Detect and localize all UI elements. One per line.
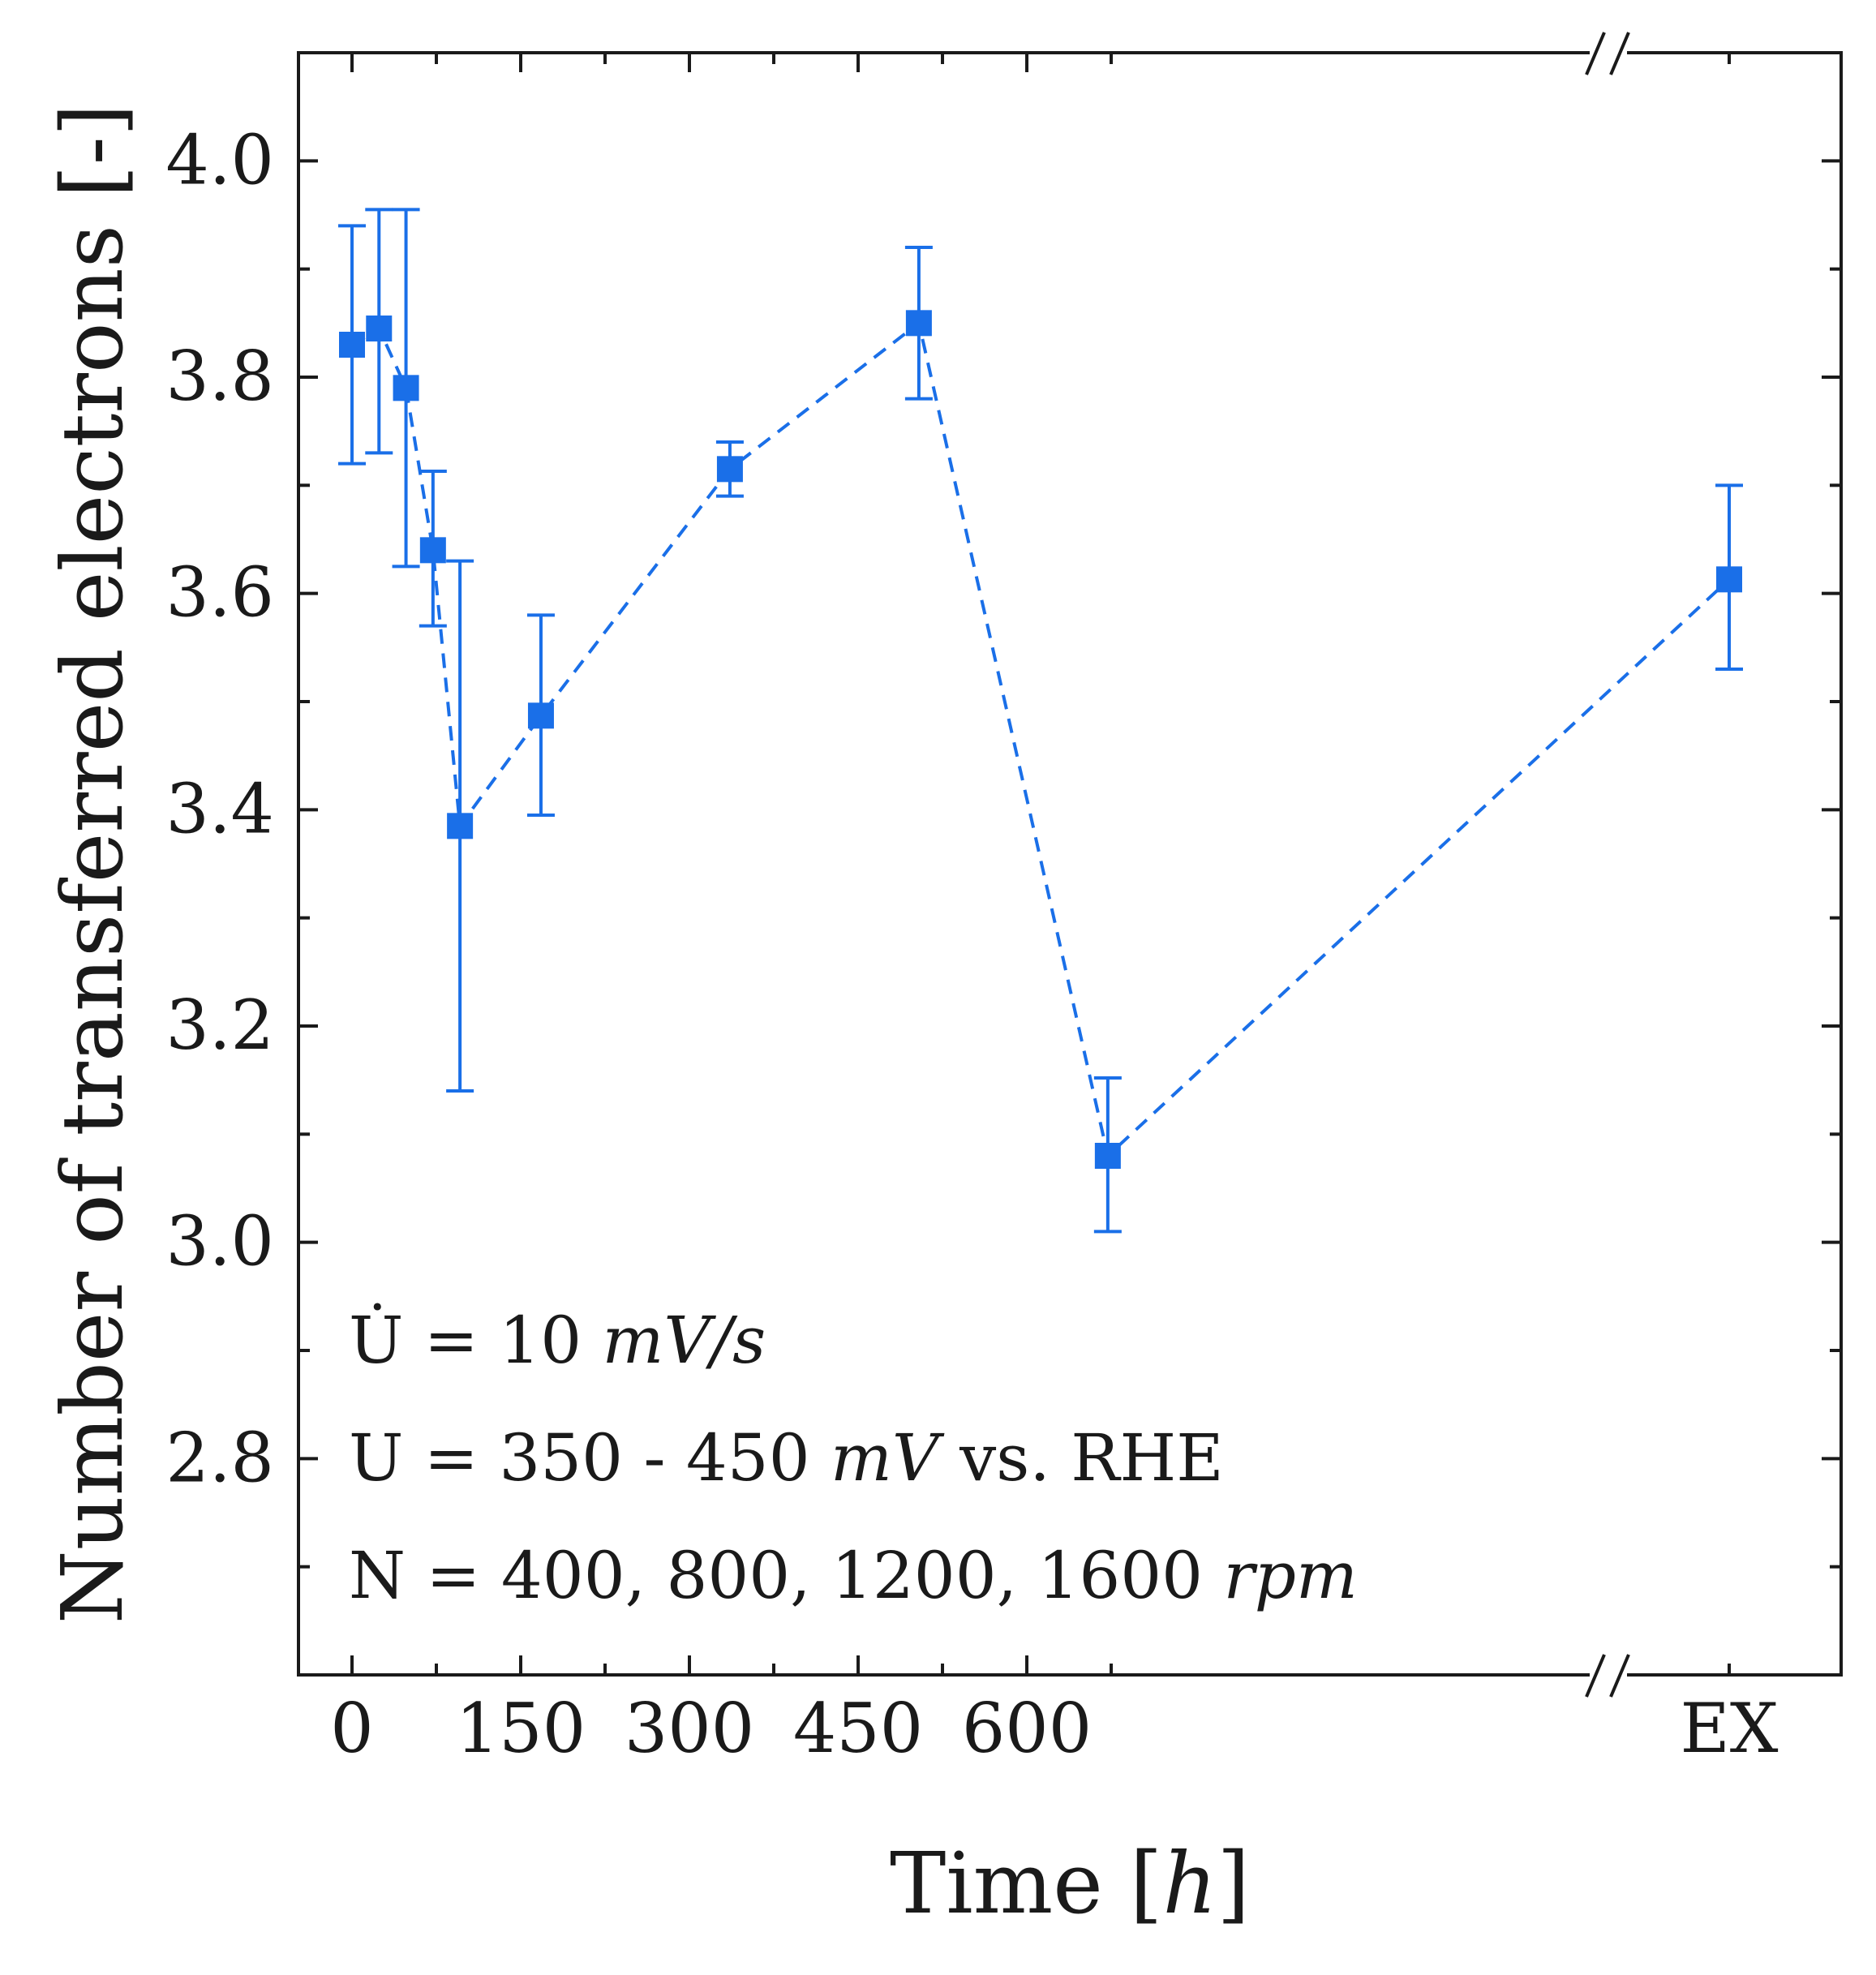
annotation-rotation: N = 400, 800, 1200, 1600 rpm [349,1538,1358,1613]
data-point [905,310,932,337]
x-tick-label: 300 [625,1689,754,1768]
y-tick-label: 3.2 [165,985,274,1065]
y-tick-label: 3.6 [165,553,274,633]
annotation-scan-rate: U̇ = 10 mV/s [349,1302,766,1378]
annotation-rotation-unit: rpm [1223,1538,1357,1613]
data-point [366,316,393,341]
annotation-potential-unit: mV [831,1420,945,1496]
annotation-potential-suffix: vs. RHE [939,1420,1224,1496]
y-tick-label: 2.8 [165,1418,274,1497]
data-point [527,702,554,729]
x-tick-label: 150 [456,1689,586,1768]
annotation-scan-rate-symbol: U̇ [349,1302,403,1378]
ticks [298,51,1841,1675]
x-axis-title-main: Time [ [890,1834,1162,1933]
data-point [339,332,365,358]
x-axis-title-unit: h [1162,1834,1217,1933]
annotation-potential: U = 350 - 450 mV vs. RHE [349,1420,1224,1496]
annotation-scan-rate-text: = 10 [403,1303,602,1378]
annotation-potential-text: U = 350 - 450 [349,1420,831,1496]
y-tick-label: 3.0 [165,1202,274,1282]
annotation-rotation-text: N = 400, 800, 1200, 1600 [349,1538,1223,1613]
data-point [419,537,446,564]
x-tick-label: 600 [962,1689,1092,1768]
series-electrons [338,208,1743,1234]
data-point [1094,1143,1121,1169]
x-tick-label: 450 [793,1689,923,1768]
y-axis-title: Number of transferred electrons [-] [43,104,142,1625]
tick-labels: 2.8 3.0 3.2 3.4 3.6 3.8 4.0 0 150 300 450 600 EX [165,120,1778,1768]
x-axis-title-close: ] [1217,1834,1250,1933]
y-tick-label: 4.0 [165,120,274,200]
annotation-scan-rate-unit: mV/s [603,1303,766,1378]
data-point [1716,566,1742,593]
plot-frame [297,51,1843,1677]
data-point [716,456,743,483]
data-point [447,813,474,839]
x-axis-break [1585,32,1630,1698]
x-tick-label: EX [1680,1689,1778,1768]
y-tick-label: 3.8 [165,337,274,416]
data-point [393,375,419,401]
x-tick-label: 0 [330,1689,373,1768]
y-tick-label: 3.4 [165,769,274,848]
x-axis-title: Time [h] [890,1834,1250,1933]
series-line [350,320,1731,1159]
